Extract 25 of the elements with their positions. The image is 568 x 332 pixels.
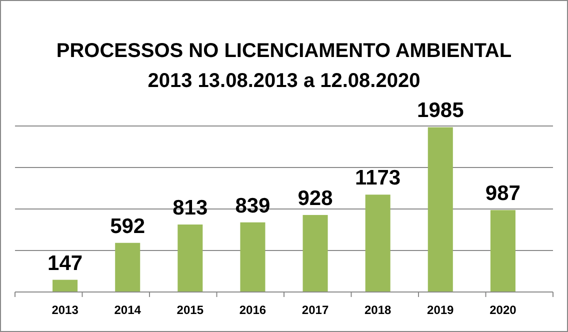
x-tick-label: 2017: [302, 303, 329, 317]
x-tick-label: 2013: [52, 303, 79, 317]
data-label: 1985: [417, 99, 464, 122]
data-label: 147: [48, 252, 83, 275]
bar: [302, 214, 328, 292]
bar: [365, 194, 390, 292]
x-tick-label: 2014: [114, 303, 142, 317]
data-label: 813: [172, 196, 208, 220]
x-tick-label: 2020: [490, 303, 517, 317]
x-tick-label: 2018: [364, 303, 392, 317]
x-tick-label: 2016: [239, 303, 266, 317]
bar: [178, 224, 203, 292]
bar: [52, 280, 78, 292]
data-label: 1173: [355, 166, 401, 190]
x-tick-label: 2019: [427, 303, 454, 317]
data-label: 987: [485, 182, 520, 206]
x-tick-label: 2015: [176, 303, 204, 317]
bar: [490, 210, 516, 292]
bar: [115, 242, 140, 292]
chart-title: PROCESSOS NO LICENCIAMENTO AMBIENTAL 2013 13.08.2013 a 12.08.2020: [56, 40, 512, 92]
data-label: 839: [235, 194, 270, 218]
bar: [428, 127, 453, 292]
data-label: 592: [110, 214, 146, 238]
bar: [240, 222, 266, 292]
data-label: 928: [298, 186, 334, 210]
